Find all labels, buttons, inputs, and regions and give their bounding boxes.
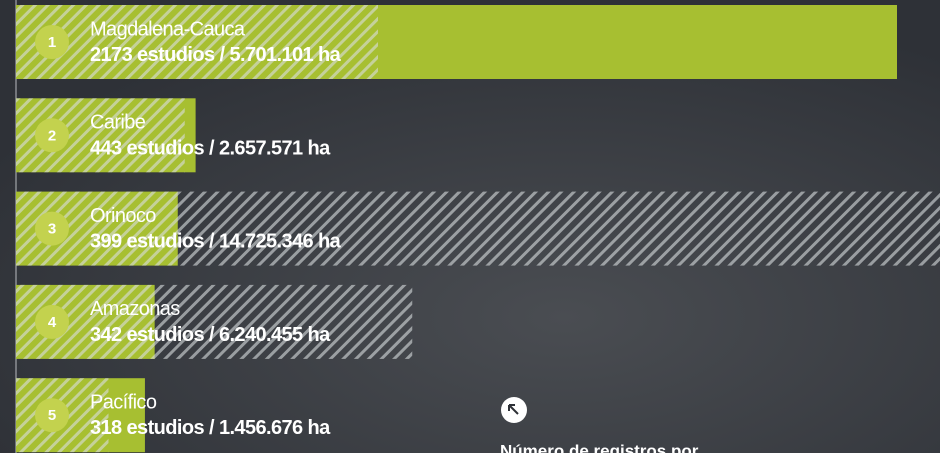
study-label: 443 estudios <box>90 138 204 160</box>
value-label: 443 estudios/2.657.571 ha <box>90 138 331 160</box>
expand-arrow <box>508 404 519 415</box>
separator: / <box>209 231 215 253</box>
study-label: 2173 estudios <box>90 44 215 66</box>
study-label: 342 estudios <box>90 324 204 346</box>
separator: / <box>209 324 215 346</box>
area-bar <box>16 191 940 266</box>
category-label: Caribe <box>90 112 146 134</box>
area-label: 5.701.101 ha <box>229 44 341 66</box>
category-label: Pacífico <box>90 391 157 413</box>
study-label: 318 estudios <box>90 417 204 439</box>
rank-badge <box>35 25 69 59</box>
separator: / <box>209 138 215 160</box>
rank-badge <box>35 304 69 339</box>
separator: / <box>220 44 226 66</box>
rank: 4 <box>48 314 57 331</box>
area-bar <box>16 5 378 79</box>
category-label: Magdalena-Cauca <box>90 18 246 40</box>
area-label: 14.725.346 ha <box>219 231 342 253</box>
value-label: 318 estudios/1.456.676 ha <box>90 417 331 439</box>
category-label: Amazonas <box>90 298 180 320</box>
rank-badge <box>35 211 69 246</box>
value-label: 399 estudios/14.725.346 ha <box>90 231 342 253</box>
area-label: 2.657.571 ha <box>219 138 331 160</box>
rank: 1 <box>48 34 56 51</box>
area-label: 6.240.455 ha <box>219 324 331 346</box>
value-label: 342 estudios/6.240.455 ha <box>90 324 331 346</box>
rank: 2 <box>48 127 56 144</box>
separator: / <box>209 417 215 439</box>
rank-badge <box>35 398 69 433</box>
note: Número de registros por <box>500 441 699 453</box>
rank: 3 <box>48 221 56 238</box>
category-label: Orinoco <box>90 205 156 227</box>
value-label: 2173 estudios/5.701.101 ha <box>90 44 342 66</box>
study-label: 399 estudios <box>90 231 204 253</box>
area-bar <box>16 284 413 359</box>
rank-badge <box>35 118 69 153</box>
area-label: 1.456.676 ha <box>219 417 331 439</box>
rank: 5 <box>48 407 56 424</box>
